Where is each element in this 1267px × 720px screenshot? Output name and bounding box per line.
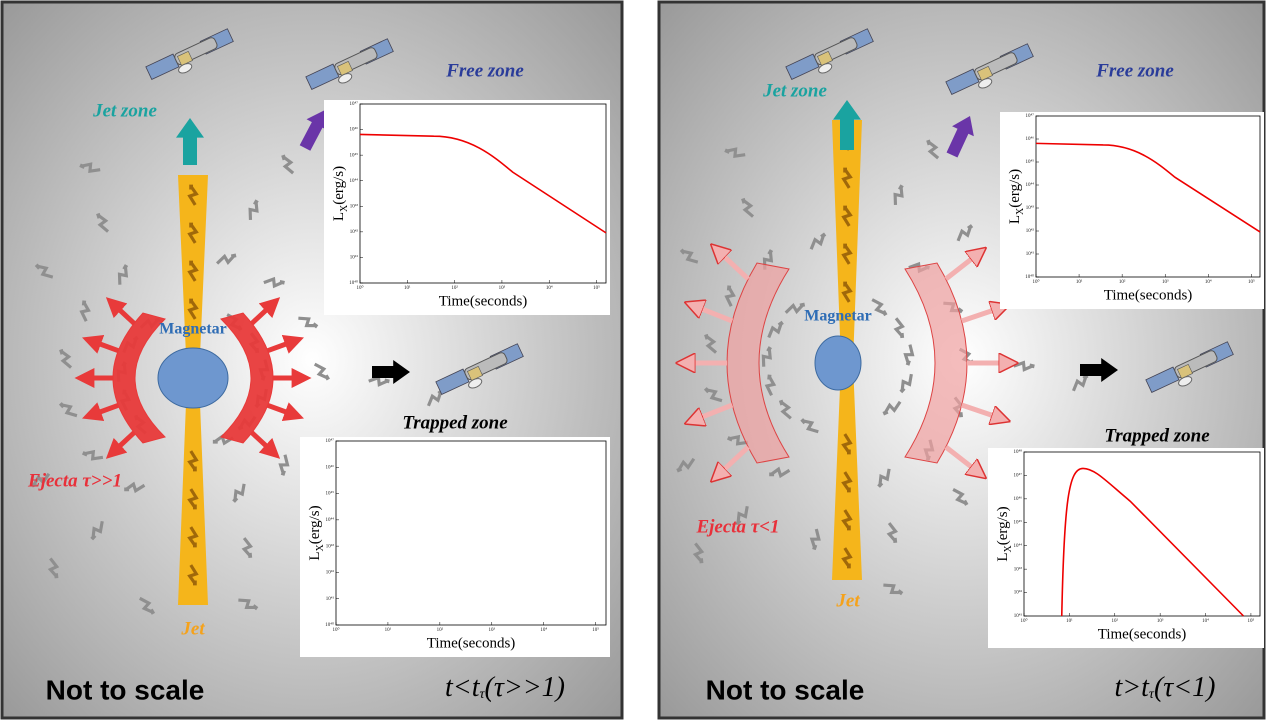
x-tick-label: 10⁴ (1205, 279, 1212, 285)
x-tick-label: 10² (1112, 618, 1119, 624)
y-tick-label: 10⁴⁵ (326, 491, 335, 497)
y-tick-label: 10⁴⁰ (325, 622, 334, 628)
inset-background (300, 437, 610, 657)
scale-note: Not to scale (706, 674, 865, 705)
x-axis-label: Time(seconds) (1104, 287, 1193, 303)
x-tick-label: 10³ (489, 627, 496, 633)
x-tick-label: 10² (1119, 279, 1126, 285)
time-condition-main: t>t (1114, 672, 1150, 703)
x-tick-label: 10⁴ (546, 285, 553, 291)
y-axis-label-rest: (erg/s) (307, 505, 323, 544)
y-axis-label-main: L (307, 551, 323, 560)
y-tick-label: 10⁴⁵ (1014, 519, 1023, 525)
y-tick-label: 10⁴⁰ (349, 280, 358, 286)
time-condition-rest: (τ>>1) (485, 672, 565, 703)
x-tick-label: 10³ (499, 285, 506, 291)
ejecta-label: Ejecta τ>>1 (27, 470, 122, 491)
trapped-zone-label: Trapped zone (1104, 425, 1210, 446)
y-tick-label: 10⁴⁶ (1014, 496, 1023, 502)
y-tick-label: 10⁴⁶ (350, 127, 359, 133)
x-tick-label: 10³ (1162, 279, 1169, 285)
x-tick-label: 10⁵ (1248, 279, 1255, 285)
inset-background (988, 448, 1264, 648)
y-tick-label: 10⁴² (1026, 228, 1035, 234)
x-tick-label: 10⁵ (1248, 618, 1255, 624)
jet-zone-label: Jet zone (92, 100, 157, 121)
y-tick-label: 10⁴² (1014, 590, 1023, 596)
magnetar-label: Magnetar (804, 308, 872, 325)
y-tick-label: 10⁴³ (350, 203, 359, 209)
y-tick-label: 10⁴⁴ (326, 517, 335, 523)
y-tick-label: 10⁴² (326, 570, 335, 576)
x-tick-label: 10¹ (385, 627, 392, 633)
jet-label: Jet (180, 618, 205, 639)
jet-label: Jet (835, 590, 860, 611)
magnetar (158, 348, 228, 408)
time-condition-main: t<t (445, 672, 481, 703)
figure: 10⁰10¹10²10³10⁴10⁵10⁴⁰10⁴¹10⁴²10⁴³10⁴⁴10… (0, 0, 1267, 720)
time-condition: t>tτ(τ<1) (1114, 672, 1215, 703)
x-tick-label: 10¹ (1076, 279, 1083, 285)
y-tick-label: 10⁴⁵ (1026, 159, 1035, 165)
trapped-zone-label: Trapped zone (402, 412, 508, 433)
y-tick-label: 10⁴³ (326, 543, 335, 549)
free-zone-label: Free zone (445, 60, 524, 81)
y-tick-label: 10⁴¹ (1014, 613, 1023, 619)
time-condition-rest: (τ<1) (1154, 672, 1216, 703)
y-tick-label: 10⁴⁶ (1026, 136, 1035, 142)
y-tick-label: 10⁴⁷ (1014, 473, 1023, 479)
x-tick-label: 10² (437, 627, 444, 633)
time-condition: t<tτ(τ>>1) (445, 672, 565, 703)
free-zone-label: Free zone (1095, 60, 1174, 81)
x-tick-label: 10³ (1157, 618, 1164, 624)
x-tick-label: 10⁴ (1202, 618, 1209, 624)
x-tick-label: 10⁴ (540, 627, 547, 633)
y-tick-label: 10⁴¹ (1026, 251, 1035, 257)
x-axis-label: Time(seconds) (427, 635, 516, 651)
y-tick-label: 10⁴⁸ (1014, 449, 1023, 455)
y-axis-label-rest: (erg/s) (1007, 169, 1023, 208)
y-tick-label: 10⁴¹ (350, 255, 359, 261)
x-axis-label: Time(seconds) (439, 293, 528, 309)
y-tick-label: 10⁴² (350, 229, 359, 235)
y-tick-label: 10⁴⁷ (350, 101, 359, 107)
y-axis-label-main: L (1007, 215, 1023, 224)
y-axis-label-rest: (erg/s) (331, 166, 347, 205)
ejecta-label: Ejecta τ<1 (695, 516, 779, 537)
y-tick-label: 10⁴¹ (326, 596, 335, 602)
x-tick-label: 10⁵ (592, 627, 599, 633)
x-axis-label: Time(seconds) (1098, 626, 1187, 642)
x-tick-label: 10¹ (1066, 618, 1073, 624)
x-tick-label: 10⁵ (593, 285, 600, 291)
y-axis-label-main: L (995, 552, 1011, 561)
y-tick-label: 10⁴⁴ (1026, 182, 1035, 188)
magnetar-label: Magnetar (159, 321, 227, 338)
y-tick-label: 10⁴³ (1014, 566, 1023, 572)
y-tick-label: 10⁴⁴ (1014, 543, 1023, 549)
y-axis-label-main: L (331, 212, 347, 221)
y-tick-label: 10⁴⁷ (1026, 113, 1035, 119)
y-tick-label: 10⁴⁶ (326, 464, 335, 470)
x-tick-label: 10¹ (404, 285, 411, 291)
magnetar (815, 336, 861, 390)
y-tick-label: 10⁴⁵ (350, 152, 359, 158)
y-tick-label: 10⁴³ (1026, 205, 1035, 211)
inset-background (1000, 112, 1264, 309)
y-tick-label: 10⁴⁴ (350, 178, 359, 184)
x-tick-label: 10² (451, 285, 458, 291)
scale-note: Not to scale (46, 674, 205, 705)
y-tick-label: 10⁴⁰ (1025, 274, 1034, 280)
y-axis-label-rest: (erg/s) (995, 506, 1011, 545)
jet-zone-label: Jet zone (762, 80, 827, 101)
y-tick-label: 10⁴⁷ (326, 438, 335, 444)
